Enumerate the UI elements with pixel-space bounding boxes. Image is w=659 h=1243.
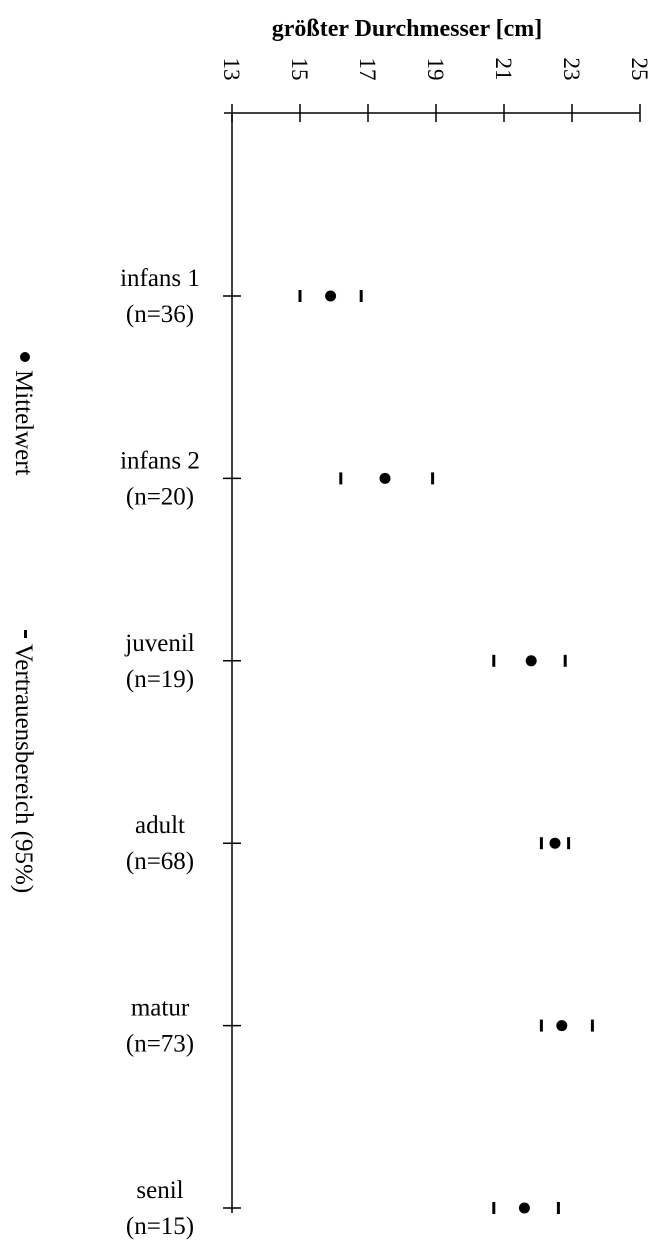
category-n-label: (n=19): [126, 666, 194, 693]
mean-point: [556, 1020, 568, 1032]
legend-mean-marker: [20, 352, 30, 362]
x-tick-label: 13: [219, 58, 244, 81]
mean-point: [525, 655, 537, 667]
legend-ci-label: Vertrauensbereich (95%): [10, 644, 37, 893]
mean-point: [549, 837, 561, 849]
x-tick-label: 19: [423, 58, 448, 81]
x-tick-label: 17: [355, 58, 380, 81]
x-tick-label: 23: [559, 58, 584, 81]
legend: Mittelwert Vertrauensbereich (95%): [10, 352, 37, 893]
mean-point: [379, 472, 391, 484]
category-label: senil: [136, 1177, 183, 1204]
category-label: infans 1: [120, 265, 200, 292]
x-tick-label: 25: [627, 58, 652, 81]
category-n-label: (n=15): [126, 1213, 194, 1240]
chart-title: größter Durchmesser [cm]: [272, 16, 543, 42]
category-n-label: (n=36): [126, 301, 194, 328]
category-label: adult: [135, 812, 185, 839]
tick-layer: 13 15 17 19 21 23 25: [219, 58, 652, 122]
category-label: matur: [131, 995, 190, 1022]
category-label: infans 2: [120, 447, 200, 474]
marks-layer: [298, 290, 594, 1214]
category-n-label: (n=73): [126, 1031, 194, 1058]
legend-ci-marker: [24, 630, 27, 638]
x-tick-label: 15: [287, 58, 312, 81]
category-n-label: (n=68): [126, 848, 194, 875]
legend-mean-label: Mittelwert: [10, 370, 37, 476]
axis-layer: [224, 112, 640, 1213]
category-label: juvenil: [124, 630, 194, 657]
mean-point: [518, 1202, 530, 1214]
category-layer: infans 1 (n=36) infans 2 (n=20) juvenil (n=19…: [120, 265, 241, 1240]
mean-point: [325, 290, 337, 302]
x-tick-label: 21: [491, 58, 516, 81]
category-n-label: (n=20): [126, 483, 194, 510]
